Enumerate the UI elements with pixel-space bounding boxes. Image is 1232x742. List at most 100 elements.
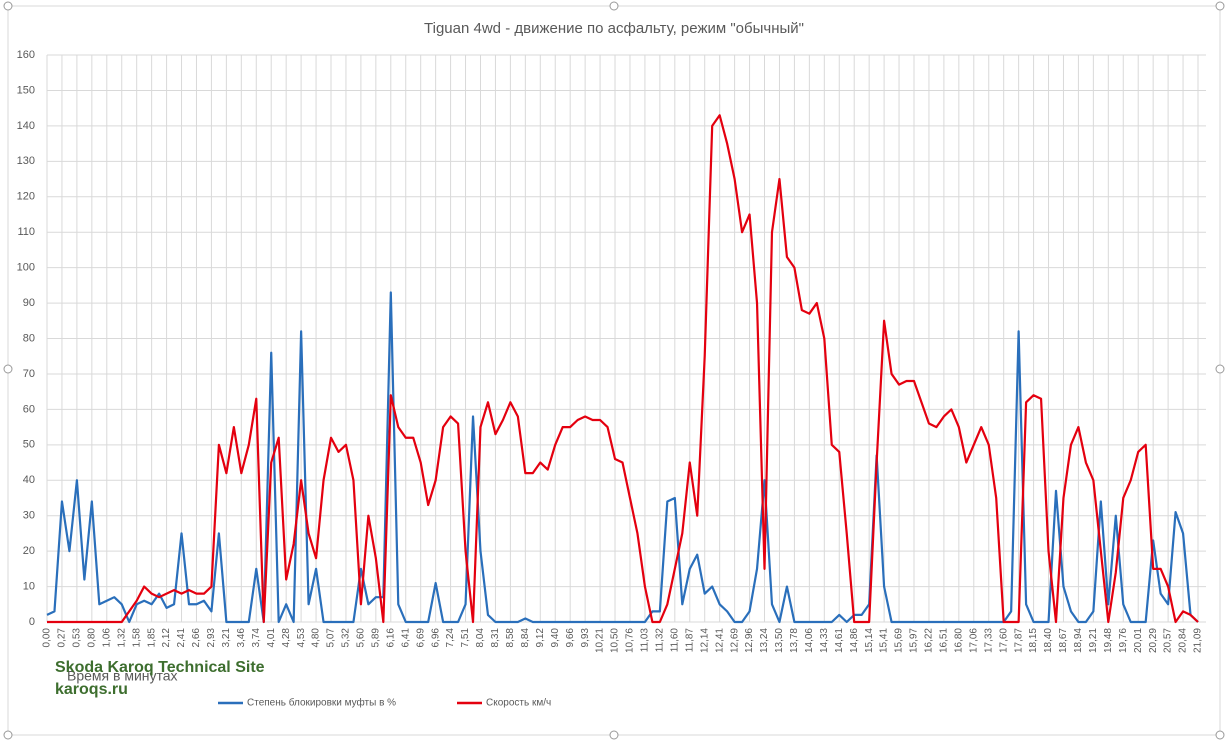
x-tick-label: 11,87 (684, 628, 695, 653)
x-tick-label: 17,33 (983, 628, 994, 653)
x-tick-label: 7,24 (445, 628, 456, 648)
x-tick-label: 20,84 (1178, 628, 1189, 653)
y-tick-label: 40 (23, 474, 35, 486)
x-tick-label: 8,04 (475, 628, 486, 648)
y-tick-label: 20 (23, 545, 35, 557)
x-tick-label: 5,32 (341, 628, 352, 648)
x-tick-label: 15,41 (879, 628, 890, 653)
x-tick-label: 3,74 (251, 628, 262, 648)
x-tick-label: 20,01 (1133, 628, 1144, 653)
x-tick-label: 18,67 (1058, 628, 1069, 653)
x-tick-label: 4,80 (311, 628, 322, 648)
x-tick-label: 9,93 (580, 628, 591, 648)
x-tick-label: 2,66 (191, 628, 202, 648)
x-tick-label: 4,28 (281, 628, 292, 648)
x-tick-label: 2,12 (161, 628, 172, 648)
x-tick-label: 15,14 (864, 628, 875, 653)
x-tick-label: 14,33 (819, 628, 830, 653)
y-tick-label: 90 (23, 297, 35, 309)
grid: 0 10 20 30 40 50 60 70 80 90 100 110 120 130 140 150 160… (17, 49, 1206, 653)
x-tick-label: 9,40 (550, 628, 561, 648)
chart-frame (7, 5, 1221, 736)
watermark: karoqs.ru (55, 681, 128, 698)
x-tick-label: 10,50 (610, 628, 621, 653)
x-tick-label: 5,89 (370, 628, 381, 648)
watermark: Skoda Karoq Technical Site (55, 659, 265, 676)
x-tick-label: 18,15 (1028, 628, 1039, 653)
y-tick-label: 140 (17, 120, 35, 132)
x-tick-label: 6,16 (385, 628, 396, 648)
x-tick-label: 14,61 (834, 628, 845, 653)
x-tick-label: 15,97 (909, 628, 920, 653)
x-tick-label: 17,06 (968, 628, 979, 653)
x-tick-label: 9,12 (535, 628, 546, 648)
x-tick-label: 19,76 (1118, 628, 1129, 653)
x-tick-label: 6,96 (430, 628, 441, 648)
y-tick-label: 70 (23, 368, 35, 380)
x-tick-label: 3,46 (236, 628, 247, 648)
selection-handles (3, 1, 1225, 740)
y-tick-label: 80 (23, 332, 35, 344)
x-tick-label: 18,94 (1073, 628, 1084, 653)
x-tick-label: 13,24 (759, 628, 770, 653)
plot-area (46, 114, 1199, 624)
x-tick-label: 11,32 (655, 628, 666, 653)
x-tick-label: 12,96 (744, 628, 755, 653)
x-tick-label: 13,50 (774, 628, 785, 653)
x-tick-label: 19,48 (1103, 628, 1114, 653)
y-tick-label: 150 (17, 84, 35, 96)
legend: Степень блокировки муфты в % Скорость км/… (218, 697, 551, 709)
x-tick-label: 15,69 (894, 628, 905, 653)
x-tick-label: 1,06 (101, 628, 112, 648)
x-tick-label: 0,53 (72, 628, 83, 648)
x-tick-label: 3,21 (221, 628, 232, 648)
x-tick-label: 7,51 (460, 628, 471, 648)
x-tick-label: 12,41 (714, 628, 725, 653)
x-tick-label: 16,80 (953, 628, 964, 653)
x-tick-label: 5,07 (326, 628, 337, 648)
x-tick-label: 10,76 (625, 628, 636, 653)
x-tick-label: 13,78 (789, 628, 800, 653)
x-tick-label: 9,66 (565, 628, 576, 648)
y-tick-label: 60 (23, 403, 35, 415)
x-tick-label: 5,60 (356, 628, 367, 648)
y-tick-label: 160 (17, 49, 35, 61)
x-tick-label: 16,22 (924, 628, 935, 653)
x-tick-label: 1,32 (116, 628, 127, 648)
series-line (46, 291, 1199, 624)
x-tick-label: 14,06 (804, 628, 815, 653)
x-tick-label: 0,80 (86, 628, 97, 648)
x-tick-label: 10,21 (595, 628, 606, 653)
x-tick-label: 19,21 (1088, 628, 1099, 653)
x-tick-label: 17,60 (998, 628, 1009, 653)
x-tick-label: 1,85 (146, 628, 157, 648)
x-tick-label: 6,41 (400, 628, 411, 648)
x-tick-label: 4,01 (266, 628, 277, 648)
x-tick-label: 20,29 (1148, 628, 1159, 653)
x-tick-label: 20,57 (1163, 628, 1174, 653)
x-tick-label: 11,60 (669, 628, 680, 653)
x-tick-label: 21,09 (1193, 628, 1204, 653)
x-tick-label: 2,41 (176, 628, 187, 648)
x-tick-label: 4,53 (296, 628, 307, 648)
x-tick-label: 8,84 (520, 628, 531, 648)
x-tick-label: 2,93 (206, 628, 217, 648)
x-tick-label: 0,27 (57, 628, 68, 648)
y-tick-label: 10 (23, 580, 35, 592)
legend-label: Степень блокировки муфты в % (247, 697, 396, 709)
x-tick-label: 12,69 (729, 628, 740, 653)
legend-label: Скорость км/ч (486, 698, 551, 709)
x-tick-label: 1,58 (131, 628, 142, 648)
y-tick-label: 120 (17, 191, 35, 203)
x-tick-label: 8,31 (490, 628, 501, 648)
y-tick-label: 110 (17, 226, 35, 238)
y-tick-label: 130 (17, 155, 35, 167)
x-tick-label: 11,03 (640, 628, 651, 653)
chart-title: Tiguan 4wd - движение по асфальту, режим… (424, 20, 804, 37)
y-tick-label: 50 (23, 439, 35, 451)
x-tick-label: 16,51 (939, 628, 950, 653)
x-tick-label: 12,14 (699, 628, 710, 653)
x-tick-label: 18,40 (1043, 628, 1054, 653)
y-tick-label: 0 (29, 616, 35, 628)
y-tick-label: 30 (23, 510, 35, 522)
